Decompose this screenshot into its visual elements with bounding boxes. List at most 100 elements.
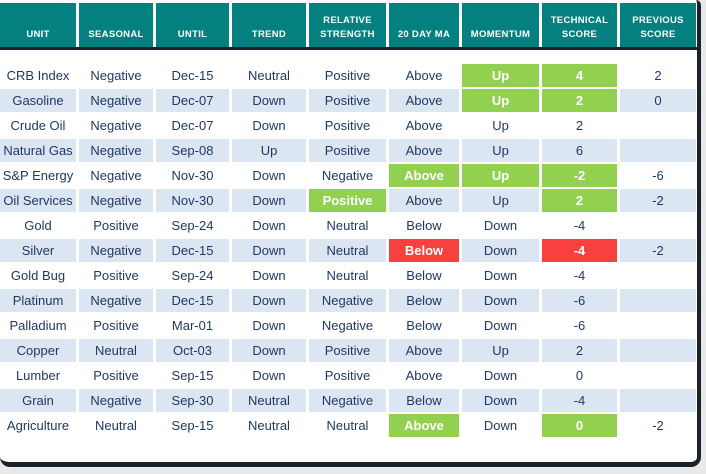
- cell-relative_strength: Negative: [309, 314, 386, 337]
- cell-previous_score: -2: [620, 414, 696, 437]
- cell-momentum: Up: [462, 139, 539, 162]
- table-body: CRB Index Negative Dec-15 Neutral Positive Ab…: [0, 64, 697, 437]
- cell-until: Dec-15: [156, 64, 229, 87]
- column-header-unit: UNIT: [0, 3, 76, 47]
- cell-momentum: Down: [462, 414, 539, 437]
- cell-seasonal: Negative: [79, 139, 153, 162]
- cell-relative_strength: Negative: [309, 289, 386, 312]
- cell-until: Dec-07: [156, 89, 229, 112]
- cell-unit: Oil Services: [0, 189, 76, 212]
- cell-trend: Up: [232, 139, 306, 162]
- header-spacer: [0, 50, 697, 64]
- cell-ma20: Below: [389, 314, 459, 337]
- cell-momentum: Up: [462, 64, 539, 87]
- cell-momentum: Down: [462, 214, 539, 237]
- cell-technical_score: 0: [542, 414, 617, 437]
- cell-relative_strength: Neutral: [309, 214, 386, 237]
- cell-technical_score: -4: [542, 389, 617, 412]
- header-divider: [0, 47, 697, 50]
- cell-ma20: Below: [389, 239, 459, 262]
- cell-previous_score: [620, 389, 696, 412]
- cell-technical_score: -6: [542, 289, 617, 312]
- cell-ma20: Above: [389, 89, 459, 112]
- cell-momentum: Down: [462, 389, 539, 412]
- column-header-seasonal: SEASONAL: [79, 3, 153, 47]
- cell-seasonal: Neutral: [79, 339, 153, 362]
- cell-relative_strength: Positive: [309, 64, 386, 87]
- cell-unit: S&P Energy: [0, 164, 76, 187]
- cell-trend: Down: [232, 189, 306, 212]
- cell-technical_score: 6: [542, 139, 617, 162]
- cell-relative_strength: Positive: [309, 89, 386, 112]
- cell-momentum: Down: [462, 239, 539, 262]
- cell-unit: Silver: [0, 239, 76, 262]
- cell-previous_score: [620, 364, 696, 387]
- cell-momentum: Up: [462, 339, 539, 362]
- cell-relative_strength: Neutral: [309, 239, 386, 262]
- cell-seasonal: Positive: [79, 364, 153, 387]
- cell-ma20: Above: [389, 414, 459, 437]
- cell-seasonal: Negative: [79, 114, 153, 137]
- cell-ma20: Above: [389, 339, 459, 362]
- cell-previous_score: [620, 339, 696, 362]
- cell-ma20: Below: [389, 264, 459, 287]
- cell-unit: Grain: [0, 389, 76, 412]
- cell-trend: Down: [232, 264, 306, 287]
- cell-unit: Gasoline: [0, 89, 76, 112]
- cell-seasonal: Negative: [79, 389, 153, 412]
- cell-seasonal: Negative: [79, 289, 153, 312]
- cell-momentum: Down: [462, 364, 539, 387]
- cell-previous_score: [620, 289, 696, 312]
- column-header-ma20: 20 DAY MA: [389, 3, 459, 47]
- table-header-row: UNIT SEASONAL UNTIL TREND RELATIVE STRENGTH 2…: [0, 3, 697, 47]
- cell-unit: Palladium: [0, 314, 76, 337]
- cell-until: Sep-30: [156, 389, 229, 412]
- column-header-previous_score: PREVIOUS SCORE: [620, 3, 696, 47]
- cell-unit: CRB Index: [0, 64, 76, 87]
- cell-previous_score: -2: [620, 189, 696, 212]
- column-header-relative_strength: RELATIVE STRENGTH: [309, 3, 386, 47]
- cell-seasonal: Negative: [79, 164, 153, 187]
- cell-momentum: Down: [462, 289, 539, 312]
- cell-trend: Down: [232, 289, 306, 312]
- cell-previous_score: 2: [620, 64, 696, 87]
- column-header-momentum: MOMENTUM: [462, 3, 539, 47]
- cell-seasonal: Positive: [79, 314, 153, 337]
- cell-trend: Down: [232, 214, 306, 237]
- cell-seasonal: Positive: [79, 214, 153, 237]
- cell-unit: Lumber: [0, 364, 76, 387]
- cell-ma20: Above: [389, 114, 459, 137]
- cell-trend: Down: [232, 164, 306, 187]
- cell-previous_score: [620, 139, 696, 162]
- cell-seasonal: Positive: [79, 264, 153, 287]
- cell-trend: Down: [232, 239, 306, 262]
- cell-trend: Down: [232, 339, 306, 362]
- cell-relative_strength: Neutral: [309, 264, 386, 287]
- cell-previous_score: [620, 264, 696, 287]
- cell-trend: Neutral: [232, 64, 306, 87]
- cell-relative_strength: Positive: [309, 189, 386, 212]
- cell-technical_score: -4: [542, 239, 617, 262]
- cell-technical_score: -4: [542, 214, 617, 237]
- cell-ma20: Above: [389, 164, 459, 187]
- column-header-technical_score: TECHNICAL SCORE: [542, 3, 617, 47]
- cell-unit: Gold: [0, 214, 76, 237]
- cell-unit: Natural Gas: [0, 139, 76, 162]
- cell-trend: Down: [232, 89, 306, 112]
- cell-previous_score: 0: [620, 89, 696, 112]
- cell-until: Sep-15: [156, 364, 229, 387]
- cell-ma20: Below: [389, 214, 459, 237]
- cell-relative_strength: Positive: [309, 339, 386, 362]
- cell-until: Mar-01: [156, 314, 229, 337]
- cell-momentum: Up: [462, 164, 539, 187]
- cell-unit: Copper: [0, 339, 76, 362]
- cell-technical_score: 2: [542, 89, 617, 112]
- cell-until: Sep-24: [156, 214, 229, 237]
- cell-momentum: Up: [462, 89, 539, 112]
- cell-trend: Neutral: [232, 414, 306, 437]
- cell-relative_strength: Negative: [309, 389, 386, 412]
- cell-unit: Platinum: [0, 289, 76, 312]
- cell-technical_score: -6: [542, 314, 617, 337]
- cell-relative_strength: Neutral: [309, 414, 386, 437]
- cell-previous_score: -6: [620, 164, 696, 187]
